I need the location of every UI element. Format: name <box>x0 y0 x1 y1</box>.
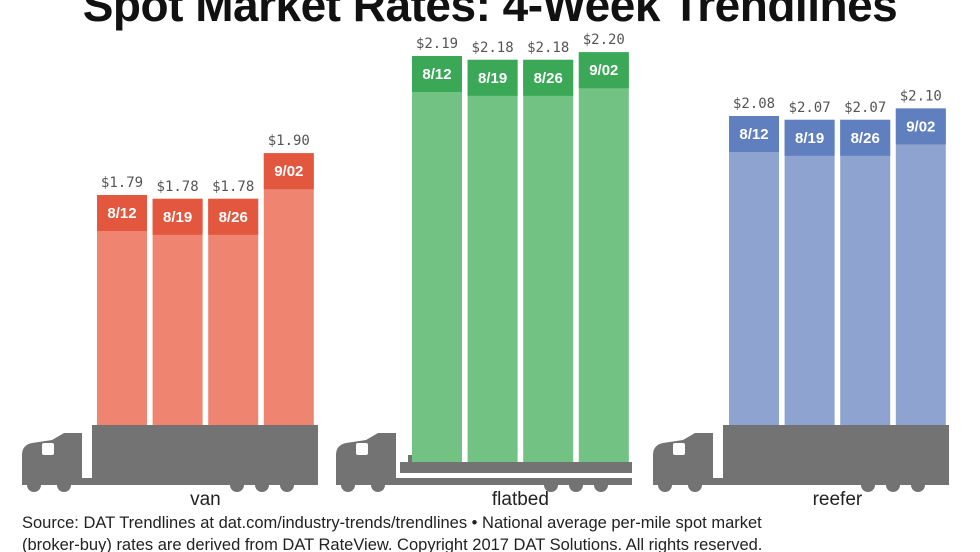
wheel <box>688 478 702 492</box>
flatbed-date-label: 8/26 <box>534 70 563 87</box>
flatbed-bar <box>523 59 574 463</box>
flatbed-bar-header <box>578 52 629 89</box>
reefer-value-label: $2.10 <box>900 88 942 104</box>
van-truck-icon <box>22 425 318 492</box>
flatbed-bar-header <box>523 59 574 96</box>
chart-title: Spot Market Rates: 4-Week Trendlines <box>82 0 898 31</box>
reefer-date-label: 8/26 <box>851 130 880 147</box>
wheel <box>861 478 875 492</box>
cab <box>336 433 408 485</box>
flatbed-bar-header <box>467 59 518 96</box>
cab-window <box>356 443 368 455</box>
flatbed-category-label: flatbed <box>492 489 549 510</box>
flatbed-bar-header <box>412 56 462 92</box>
van-date-label: 8/26 <box>219 209 248 226</box>
wheel <box>544 478 558 492</box>
cab-window <box>673 443 685 455</box>
wheel <box>569 478 583 492</box>
flatbed-value-label: $2.20 <box>583 32 625 48</box>
trailer-deck <box>400 462 632 473</box>
van-value-label: $1.79 <box>101 175 143 191</box>
wheel <box>280 478 294 492</box>
van-value-label: $1.78 <box>157 179 199 195</box>
flatbed-truck-icon <box>336 433 632 492</box>
van-date-label: 8/12 <box>107 205 136 222</box>
reefer-bar-header <box>840 119 891 156</box>
chassis <box>396 478 632 485</box>
wheel <box>911 478 925 492</box>
flatbed-value-label: $2.18 <box>472 40 514 56</box>
wheel <box>658 478 672 492</box>
flatbed-date-label: 9/02 <box>589 62 618 79</box>
wheel <box>57 478 71 492</box>
trailer-body <box>92 425 318 479</box>
van-bar-header <box>97 195 147 231</box>
reefer-bar-header <box>729 116 779 152</box>
van-bar-header <box>208 198 259 235</box>
van-date-label: 8/19 <box>163 209 192 226</box>
van-bar <box>152 198 203 425</box>
source-note-line1: Source: DAT Trendlines at dat.com/indust… <box>22 514 762 532</box>
wheel <box>230 478 244 492</box>
van-category-label: van <box>190 489 221 510</box>
chassis <box>713 478 949 485</box>
wheel <box>255 478 269 492</box>
deck-post <box>408 455 414 465</box>
source-note-line2: (broker-buy) rates are derived from DAT … <box>22 536 763 552</box>
flatbed-date-label: 8/12 <box>422 66 451 83</box>
reefer-date-label: 8/12 <box>739 126 768 143</box>
reefer-value-label: $2.07 <box>844 100 886 116</box>
wheel <box>371 478 385 492</box>
reefer-bar <box>729 116 779 425</box>
van-value-label: $1.90 <box>268 133 310 149</box>
flatbed-value-label: $2.19 <box>416 36 458 52</box>
van-bar <box>263 153 314 425</box>
van-bar-header <box>152 198 203 235</box>
van-bar-header <box>263 153 314 190</box>
wheel <box>341 478 355 492</box>
chassis <box>82 478 318 485</box>
reefer-value-label: $2.08 <box>733 96 775 112</box>
trailer-body <box>723 425 949 479</box>
wheel <box>594 478 608 492</box>
wheel <box>886 478 900 492</box>
reefer-category-label: reefer <box>813 489 863 510</box>
van-value-label: $1.78 <box>212 179 254 195</box>
reefer-bar-header <box>784 119 835 156</box>
reefer-bar <box>895 108 946 426</box>
flatbed-bar <box>467 59 518 463</box>
reefer-bar <box>840 119 891 426</box>
cab-window <box>42 443 54 455</box>
flatbed-date-label: 8/19 <box>478 70 507 87</box>
flatbed-value-label: $2.18 <box>527 40 569 56</box>
cab <box>653 433 725 485</box>
wheel <box>27 478 41 492</box>
flatbed-bar <box>412 56 462 462</box>
van-bar <box>208 198 259 425</box>
flatbed-bar <box>578 52 629 462</box>
reefer-bar-header <box>895 108 946 145</box>
reefer-date-label: 9/02 <box>906 118 935 135</box>
van-bar <box>97 195 147 425</box>
reefer-value-label: $2.07 <box>789 100 831 116</box>
cab <box>22 433 94 485</box>
reefer-date-label: 8/19 <box>795 130 824 147</box>
reefer-bar <box>784 119 835 426</box>
reefer-truck-icon <box>653 425 949 492</box>
van-date-label: 9/02 <box>274 163 303 180</box>
